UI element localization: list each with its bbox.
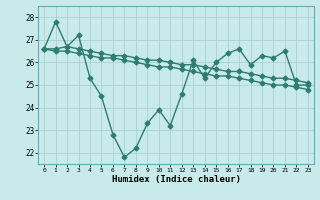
X-axis label: Humidex (Indice chaleur): Humidex (Indice chaleur) — [111, 175, 241, 184]
